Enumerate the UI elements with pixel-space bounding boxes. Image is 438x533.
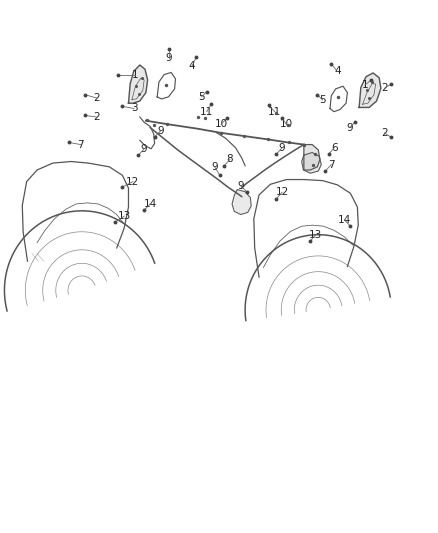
Polygon shape xyxy=(128,65,148,103)
Text: 6: 6 xyxy=(331,143,338,153)
Text: 9: 9 xyxy=(346,123,353,133)
Text: 14: 14 xyxy=(338,215,351,225)
Text: 12: 12 xyxy=(126,176,139,187)
Polygon shape xyxy=(232,190,251,215)
Text: 9: 9 xyxy=(279,143,286,153)
Text: 13: 13 xyxy=(117,211,131,221)
Text: 4: 4 xyxy=(189,61,195,71)
Polygon shape xyxy=(359,73,381,108)
Text: 9: 9 xyxy=(141,144,148,154)
Text: 1: 1 xyxy=(361,80,368,90)
Text: 7: 7 xyxy=(77,140,84,150)
Text: 12: 12 xyxy=(276,187,289,197)
Text: 9: 9 xyxy=(166,53,172,63)
Polygon shape xyxy=(302,152,321,173)
Text: 2: 2 xyxy=(381,83,388,93)
Text: 8: 8 xyxy=(226,155,233,164)
Text: 9: 9 xyxy=(237,181,244,191)
Text: 13: 13 xyxy=(309,230,322,240)
Text: 11: 11 xyxy=(200,107,213,117)
Text: 1: 1 xyxy=(132,70,139,79)
Text: 5: 5 xyxy=(198,92,205,102)
Text: 5: 5 xyxy=(319,95,326,105)
Text: 4: 4 xyxy=(334,67,341,76)
Text: 2: 2 xyxy=(381,128,388,138)
Text: 9: 9 xyxy=(157,126,163,136)
Text: 11: 11 xyxy=(268,107,281,117)
Text: 2: 2 xyxy=(93,93,99,103)
Text: 10: 10 xyxy=(280,119,293,130)
Text: 3: 3 xyxy=(131,103,138,114)
Text: 14: 14 xyxy=(144,199,157,209)
Text: 2: 2 xyxy=(93,112,99,122)
Text: 9: 9 xyxy=(212,162,218,172)
Text: 10: 10 xyxy=(215,119,228,130)
Text: 7: 7 xyxy=(328,160,335,169)
Polygon shape xyxy=(304,144,320,170)
